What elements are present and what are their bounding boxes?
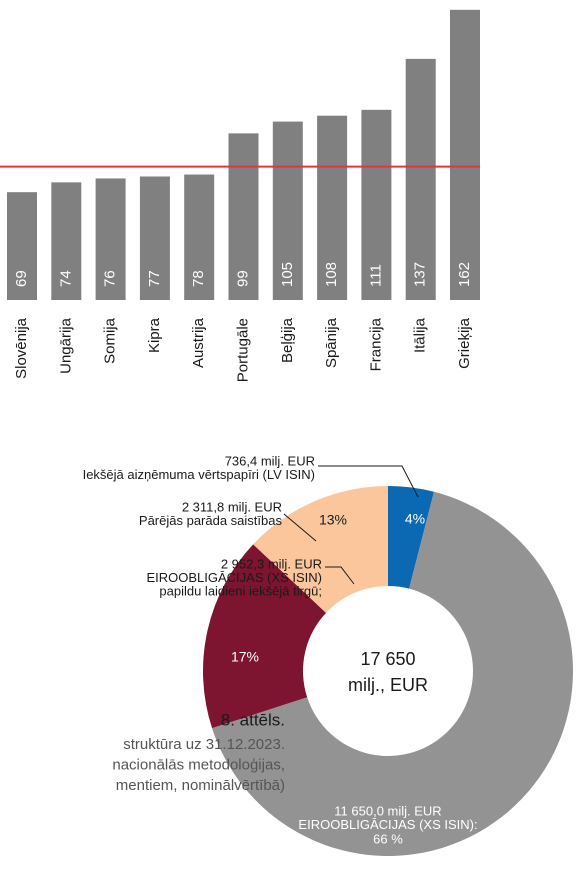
slice-label: 17%: [231, 649, 259, 665]
slice-amount: 11 650,0 milj. EUR: [334, 803, 441, 818]
donut-slice: [253, 486, 388, 613]
slice-category: EIROOBLIGĀCIJAS (XS ISIN):: [298, 817, 477, 832]
annotation-category: EIROOBLIGĀCIJAS (XS ISIN) papildu laidien…: [146, 570, 322, 599]
bar: [317, 115, 348, 300]
caption-text-line: nacionālās metodoloģijas,: [112, 756, 285, 773]
annotation-category-line: Pārējās parāda saistības: [139, 513, 283, 528]
annotation-amount: 736,4 milj. EUR: [225, 453, 315, 468]
value-label: 99: [234, 270, 251, 287]
value-label: 76: [102, 270, 119, 287]
value-label: 162: [456, 262, 473, 287]
value-label: 111: [367, 264, 384, 287]
category-label: Grieķija: [456, 317, 473, 369]
value-label: 77: [146, 270, 163, 287]
donut-slice: [212, 491, 573, 856]
category-label: Itālija: [412, 317, 429, 353]
bar: [139, 176, 170, 300]
annotation-category-line: Iekšējā aizņēmuma vērtspapīri (LV ISIN): [83, 467, 315, 482]
bar: [7, 192, 37, 300]
bar: [51, 182, 82, 300]
category-label: Ungārija: [57, 317, 74, 374]
donut-slice: [202, 544, 327, 729]
donut-slice: [388, 486, 435, 589]
slice-category-line: EIROOBLIGĀCIJAS (XS ISIN):: [298, 817, 477, 832]
bar: [272, 121, 303, 300]
annotation-category-line: EIROOBLIGĀCIJAS (XS ISIN): [146, 570, 322, 585]
slice-label: 66 %: [373, 831, 403, 846]
caption-text-line: mentiem, nominālvērtībā): [116, 777, 285, 794]
value-label: 74: [57, 270, 74, 287]
annotation-category: Iekšējā aizņēmuma vērtspapīri (LV ISIN): [83, 467, 315, 482]
value-label: 137: [412, 262, 429, 287]
value-label: 78: [190, 270, 207, 287]
value-label: 108: [323, 262, 340, 287]
annotation-category: Pārējās parāda saistības: [139, 513, 283, 528]
category-label: Kipra: [146, 317, 163, 353]
category-label: Spānija: [323, 317, 340, 368]
caption-text: struktūra uz 31.12.2023. nacionālās metod…: [112, 736, 285, 794]
slice-label: 4%: [405, 511, 425, 527]
value-label: 105: [279, 262, 296, 287]
bar: [228, 133, 259, 300]
value-label: 69: [13, 270, 30, 287]
bar: [95, 178, 126, 300]
bar: [405, 58, 436, 301]
category-label: Austrija: [190, 317, 207, 368]
category-label: Portugāle: [234, 318, 251, 382]
category-label: Francija: [367, 317, 384, 371]
caption-text-line: struktūra uz 31.12.2023.: [123, 736, 285, 753]
annotation-category-line: papildu laidieni iekšējā tirgū;: [159, 584, 322, 599]
slice-label: 13%: [319, 512, 347, 528]
bar: [450, 9, 480, 301]
center-label: 17 650: [360, 649, 415, 669]
category-label: Somija: [102, 317, 119, 364]
bar: [184, 174, 215, 300]
leader-line: [283, 513, 317, 542]
category-label: Beļģija: [279, 317, 296, 363]
leader-line: [318, 465, 419, 498]
center-label: milj., EUR: [348, 675, 428, 695]
annotation-amount: 2 952,3 milj. EUR: [221, 556, 322, 571]
category-label: Slovēnija: [13, 317, 30, 379]
annotation-amount: 2 311,8 milj. EUR: [182, 499, 282, 514]
bar: [361, 109, 392, 300]
caption-title: 8. attēls.: [221, 710, 285, 729]
leader-line: [325, 566, 355, 585]
